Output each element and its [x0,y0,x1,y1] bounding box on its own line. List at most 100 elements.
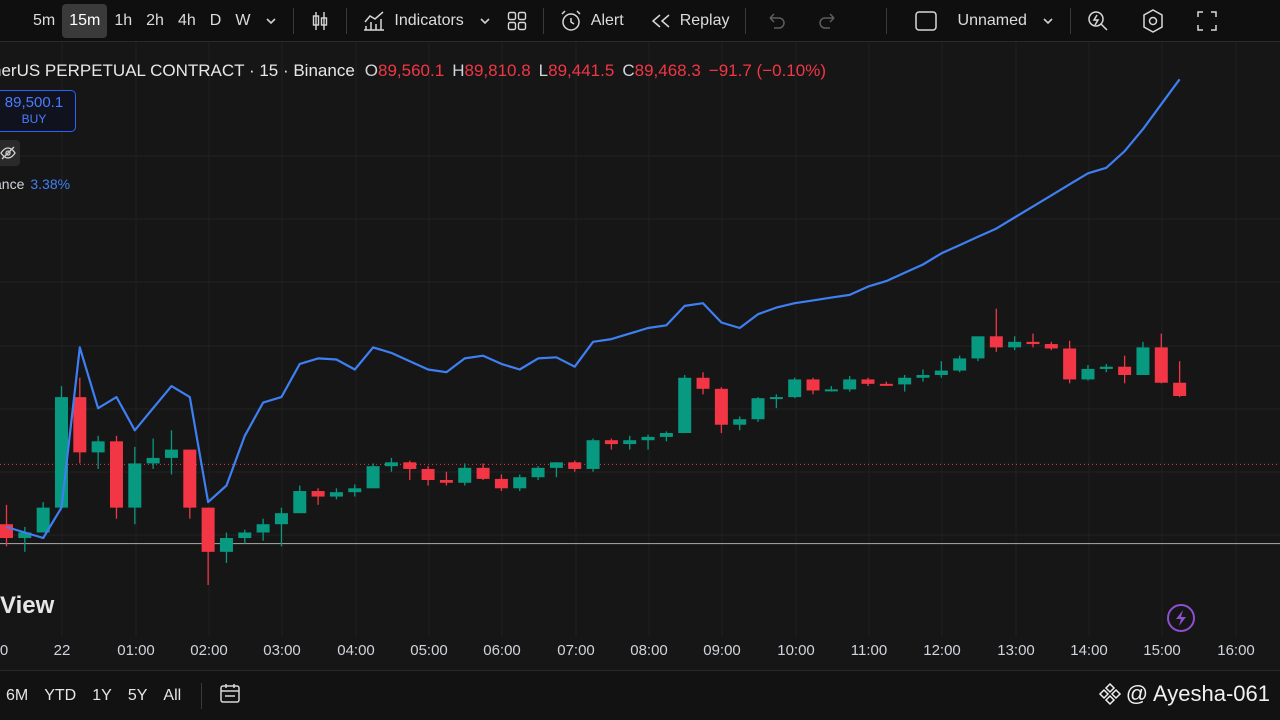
candle-body [1136,347,1150,375]
time-tick: 0 [0,642,9,659]
candle-body [714,388,728,425]
interval-w-button[interactable]: W [235,11,251,29]
interval-dropdown-chevron-down-icon[interactable] [257,4,285,38]
range-5y-button[interactable]: 5Y [127,686,148,704]
interval-4h-button[interactable]: 4h [177,11,196,29]
undo-button[interactable] [758,4,794,38]
time-tick: 07:00 [557,642,595,659]
interval-1h-button[interactable]: 1h [114,11,133,29]
open-key: O [364,61,379,80]
candle-body [73,397,87,453]
go-to-date-button[interactable] [210,682,250,709]
fullscreen-button[interactable] [1189,4,1225,38]
redo-button[interactable] [810,4,846,38]
symbol-title[interactable]: herUS PERPETUAL CONTRACT · 15 · Binance [0,61,355,80]
top-toolbar: 5m 15m 1h 2h 4h D W Indicators [0,0,1280,42]
buy-price: 89,500.1 [4,94,64,111]
candle-body [678,377,692,434]
watermark-logo: View [0,592,55,619]
interval-d-button[interactable]: D [209,11,222,29]
price-chart[interactable] [0,42,1280,636]
replay-button[interactable]: Replay [643,4,737,38]
interval-5m-button[interactable]: 5m [33,11,56,29]
layout-chevron-down-icon[interactable] [1034,4,1062,38]
candle-body [549,462,563,468]
indicators-button[interactable]: Indicators [355,4,470,38]
candle-body [219,538,233,552]
chart-type-button[interactable] [302,4,338,38]
candles-icon [313,11,328,30]
quick-search-button[interactable] [1079,4,1117,38]
time-tick: 14:00 [1070,642,1108,659]
candle-body [531,467,545,478]
indicators-chevron-down-icon[interactable] [471,4,499,38]
candle-body [989,336,1003,348]
candle-body [439,480,453,483]
candle-body [861,379,875,384]
candle-body [769,397,783,400]
candle-body [274,513,288,525]
candle-body [201,507,215,552]
close-value: 89,468.3 [634,61,701,80]
interval-2h-button[interactable]: 2h [146,11,164,29]
range-1y-button[interactable]: 1Y [92,686,112,704]
indicator-value: 3.38% [30,176,71,192]
gear-icon [1143,8,1163,33]
candle-body [0,524,13,539]
candle-body [696,377,710,389]
templates-button[interactable] [499,4,535,38]
eye-off-icon [0,146,16,160]
toolbar-divider [885,7,887,34]
settings-button[interactable] [1133,4,1173,38]
candle-body [403,462,417,469]
layout-button[interactable]: Unnamed [907,4,1034,38]
bottom-divider [201,682,203,709]
indicators-icon [364,10,385,31]
candle-body [824,389,838,392]
candle-body [586,440,600,469]
candle-body [916,375,930,378]
range-ytd-button[interactable]: YTD [44,686,77,704]
time-tick: 10:00 [777,642,815,659]
indicator-name[interactable]: ance [0,176,25,192]
lightning-icon [1176,610,1186,626]
candle-body [1173,382,1187,396]
candle-body [623,440,637,445]
candle-body [293,491,307,514]
time-tick: 09:00 [703,642,741,659]
candle-body [36,507,50,533]
overlay-line-series [6,78,1181,540]
high-key: H [452,61,465,80]
toolbar-divider [346,7,348,34]
candle-body [54,397,68,508]
buy-button[interactable]: 89,500.1 BUY [0,90,76,132]
alert-button[interactable]: Alert [552,4,631,38]
time-tick: 13:00 [997,642,1035,659]
range-6m-button[interactable]: 6M [6,686,29,704]
time-axis[interactable]: 0 22 01:00 02:00 03:00 04:00 05:00 06:00… [0,636,1280,666]
candle-body [164,449,178,458]
time-tick: 12:00 [923,642,961,659]
low-key: L [538,61,549,80]
candle-body [733,419,747,425]
diamond-logo-icon [1098,682,1121,706]
candle-body [329,492,343,497]
visibility-toggle[interactable] [0,140,20,166]
candle-body [1026,341,1040,345]
undo-icon [768,12,785,29]
time-tick: 03:00 [263,642,301,659]
replay-label: Replay [679,11,730,29]
time-tick: 08:00 [630,642,668,659]
lightning-button[interactable] [1167,604,1195,632]
range-all-button[interactable]: All [163,686,182,704]
candle-body [751,398,765,420]
interval-15m-button[interactable]: 15m [62,3,108,38]
candle-body [494,478,508,489]
candle-body [238,532,252,539]
close-key: C [622,61,635,80]
candle-body [971,336,985,359]
toolbar-divider [542,7,544,34]
candle-body [384,462,398,467]
rewind-icon [651,13,670,28]
change-value: −91.7 (−0.10%) [708,61,826,80]
